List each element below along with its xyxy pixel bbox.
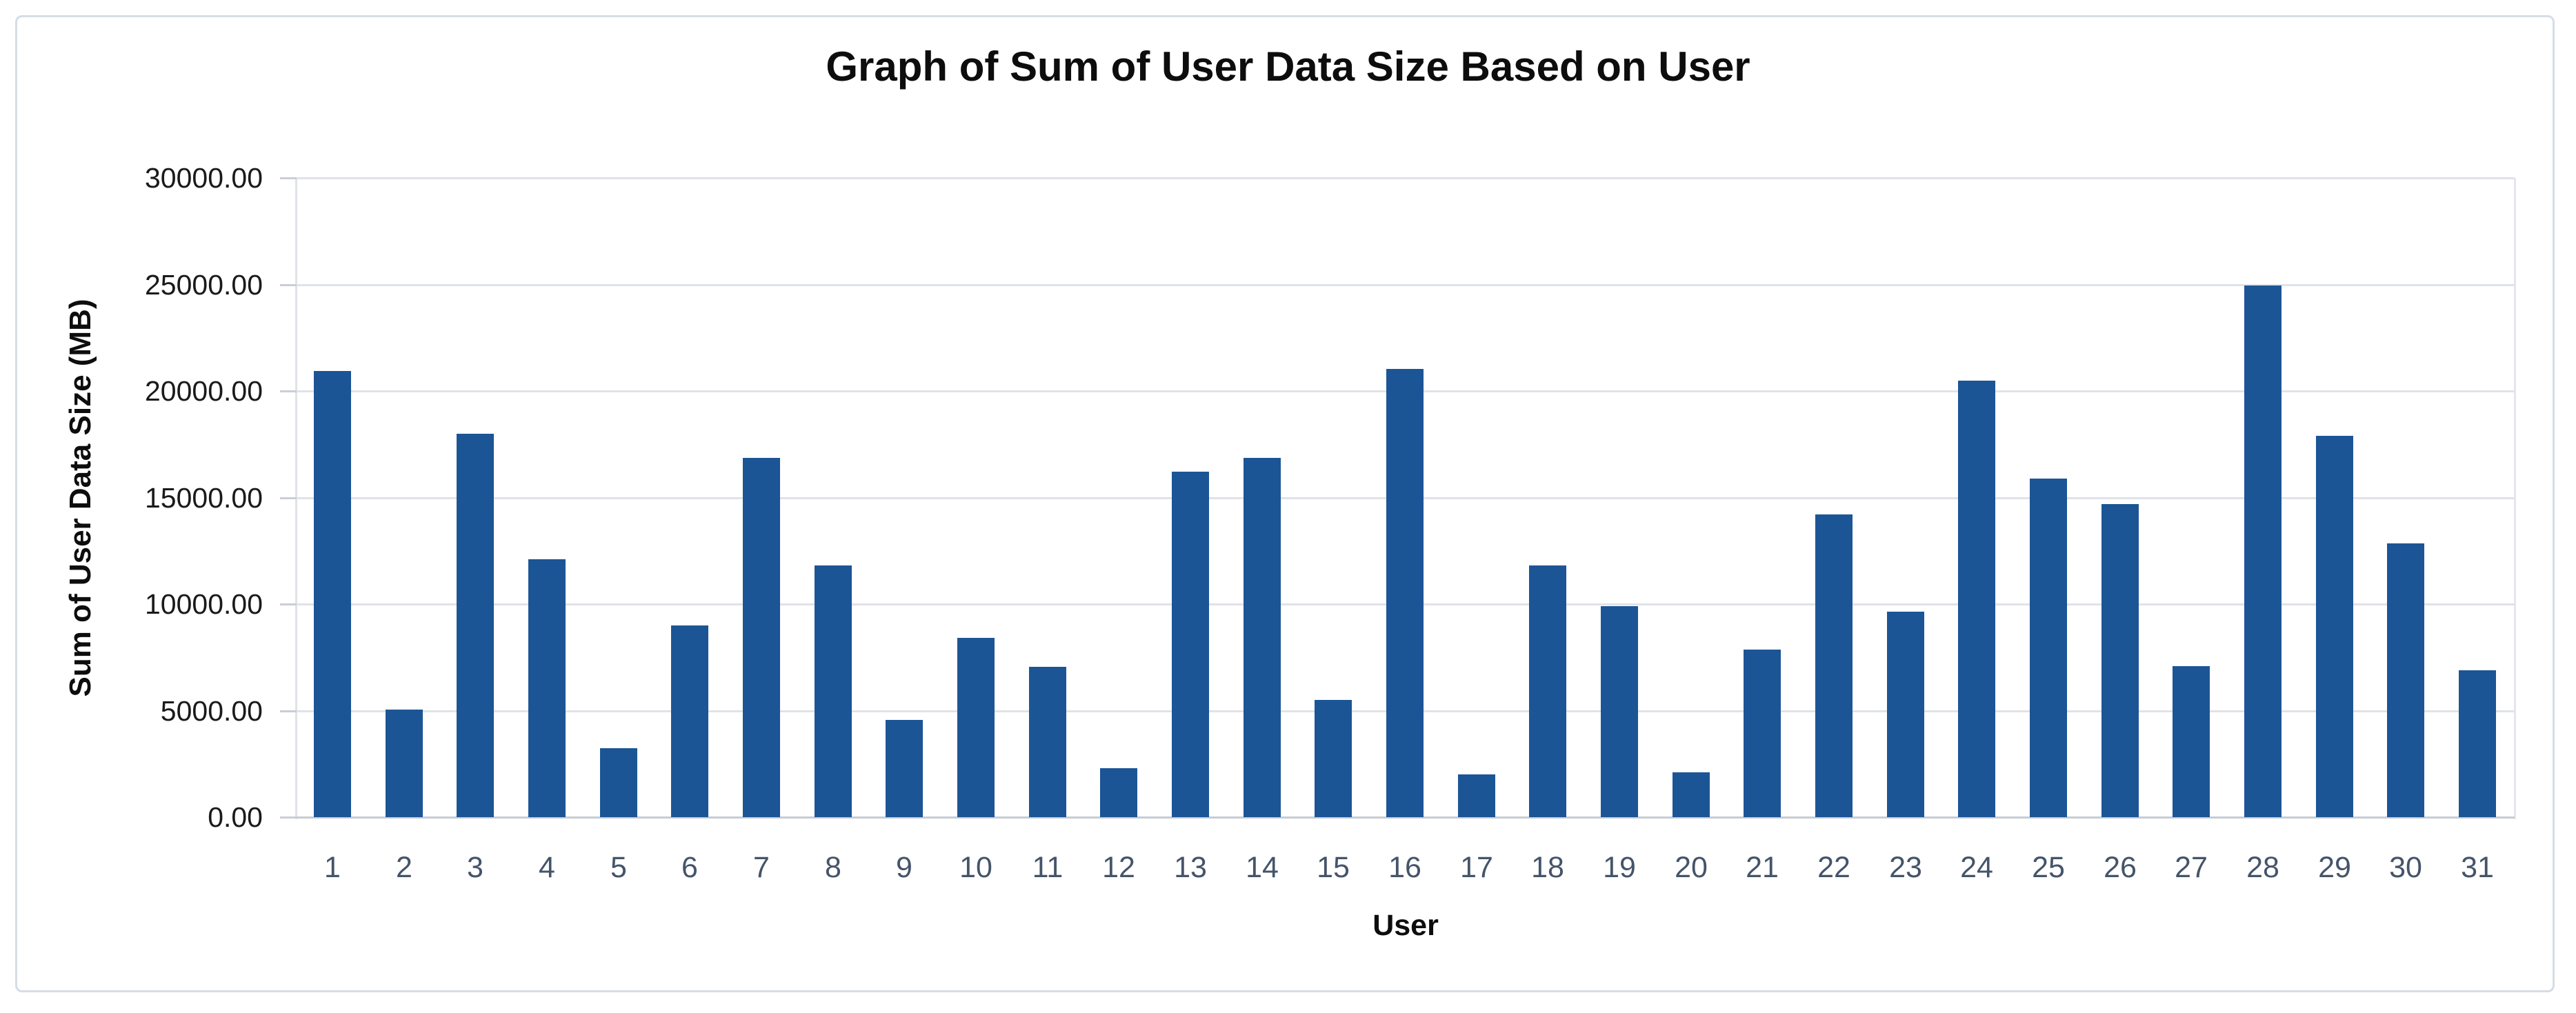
x-tick-label: 30 — [2389, 851, 2422, 884]
bar-user-3 — [457, 434, 494, 817]
x-axis-baseline — [297, 816, 2515, 819]
x-tick-label: 27 — [2175, 851, 2208, 884]
x-tick-label: 23 — [1889, 851, 1922, 884]
bar-user-14 — [1244, 458, 1281, 817]
x-tick-label: 28 — [2246, 851, 2279, 884]
bar-user-21 — [1744, 650, 1781, 817]
gridline — [297, 177, 2515, 179]
bar-user-19 — [1601, 606, 1638, 817]
bar-user-8 — [815, 565, 852, 817]
bar-user-2 — [386, 710, 423, 817]
y-tick-label: 20000.00 — [144, 375, 263, 407]
y-tick-label: 5000.00 — [160, 694, 263, 727]
x-tick-label: 8 — [825, 851, 841, 884]
chart-title: Graph of Sum of User Data Size Based on … — [826, 43, 1750, 90]
x-tick-label: 17 — [1460, 851, 1493, 884]
x-tick-label: 11 — [1032, 851, 1064, 884]
x-axis-title: User — [1372, 909, 1439, 942]
x-tick-label: 24 — [1960, 851, 1993, 884]
x-tick-label: 7 — [753, 851, 770, 884]
y-axis-tick — [280, 177, 297, 179]
x-tick-label: 10 — [959, 851, 992, 884]
y-tick-label: 10000.00 — [144, 588, 263, 620]
y-tick-label: 25000.00 — [144, 268, 263, 301]
x-tick-label: 14 — [1246, 851, 1279, 884]
plot-area — [297, 177, 2515, 819]
bar-user-24 — [1958, 381, 1995, 817]
x-tick-label: 25 — [2032, 851, 2065, 884]
bar-user-29 — [2316, 436, 2353, 817]
x-tick-label: 4 — [539, 851, 555, 884]
plot-right-border — [2514, 178, 2516, 819]
x-tick-label: 20 — [1675, 851, 1708, 884]
x-tick-label: 19 — [1603, 851, 1636, 884]
bar-user-20 — [1673, 772, 1710, 817]
x-tick-label: 12 — [1102, 851, 1135, 884]
x-tick-label: 6 — [681, 851, 698, 884]
x-tick-label: 3 — [467, 851, 483, 884]
bar-user-1 — [314, 371, 351, 817]
bar-user-26 — [2101, 504, 2139, 817]
bar-user-13 — [1172, 472, 1209, 817]
y-tick-label: 15000.00 — [144, 481, 263, 514]
gridline — [297, 283, 2515, 286]
bar-user-5 — [600, 748, 637, 817]
bar-user-25 — [2030, 479, 2067, 817]
bar-user-11 — [1029, 667, 1066, 817]
y-tick-label: 0.00 — [208, 801, 263, 833]
bar-user-10 — [957, 638, 995, 817]
y-axis-tick — [280, 497, 297, 499]
bar-user-9 — [886, 720, 923, 817]
x-tick-label: 2 — [396, 851, 412, 884]
y-axis-tick — [280, 603, 297, 605]
x-tick-label: 5 — [610, 851, 627, 884]
y-axis-tick — [280, 710, 297, 712]
bar-user-18 — [1529, 565, 1566, 817]
x-tick-label: 16 — [1388, 851, 1421, 884]
bar-user-28 — [2244, 285, 2282, 817]
bar-user-27 — [2173, 666, 2210, 817]
x-tick-label: 13 — [1174, 851, 1207, 884]
x-tick-label: 9 — [896, 851, 912, 884]
y-axis-tick — [280, 283, 297, 286]
bar-user-30 — [2387, 543, 2424, 817]
y-axis-tick — [280, 390, 297, 392]
bar-user-16 — [1386, 369, 1424, 817]
bar-user-15 — [1315, 700, 1352, 817]
bar-user-17 — [1458, 774, 1495, 817]
x-tick-label: 29 — [2318, 851, 2351, 884]
x-tick-label: 26 — [2104, 851, 2137, 884]
x-tick-label: 31 — [2461, 851, 2494, 884]
bar-user-23 — [1887, 612, 1924, 817]
bar-user-31 — [2459, 670, 2496, 817]
y-axis-tick — [280, 816, 297, 819]
y-tick-label: 30000.00 — [144, 162, 263, 194]
x-tick-label: 18 — [1531, 851, 1564, 884]
x-tick-label: 22 — [1817, 851, 1850, 884]
bar-user-7 — [743, 458, 780, 817]
bar-user-6 — [671, 625, 708, 817]
bar-user-12 — [1100, 768, 1137, 817]
x-tick-label: 15 — [1317, 851, 1350, 884]
bar-user-22 — [1815, 514, 1853, 817]
x-tick-label: 21 — [1746, 851, 1779, 884]
x-tick-label: 1 — [324, 851, 341, 884]
bar-user-4 — [528, 559, 566, 817]
